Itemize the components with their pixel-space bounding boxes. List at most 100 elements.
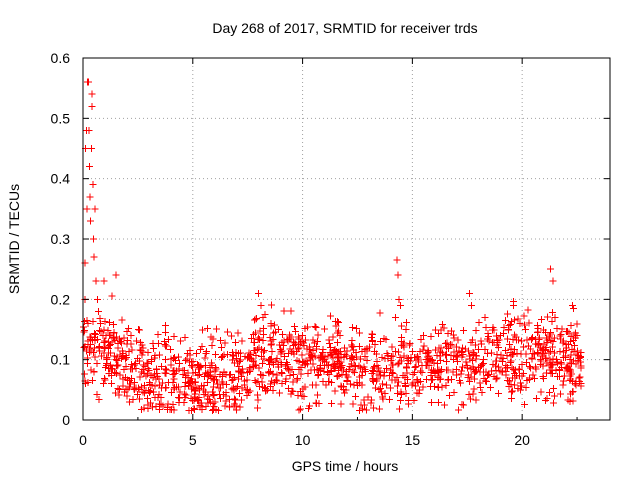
data-point (108, 365, 116, 373)
data-point (412, 363, 420, 371)
data-point (207, 368, 215, 376)
data-point (487, 384, 495, 392)
data-point (470, 349, 478, 357)
data-point (182, 379, 190, 387)
data-point (231, 373, 239, 381)
data-point (549, 277, 557, 285)
data-point (556, 332, 564, 340)
data-point (205, 371, 213, 379)
data-point (255, 383, 263, 391)
data-point (266, 380, 274, 388)
data-point (546, 329, 554, 337)
data-point (298, 392, 306, 400)
data-point (391, 348, 399, 356)
data-point (307, 366, 315, 374)
data-point (318, 348, 326, 356)
data-point (563, 328, 571, 336)
data-point (543, 394, 551, 402)
data-point (306, 354, 314, 362)
data-point (536, 360, 544, 368)
data-point (566, 390, 574, 398)
data-point (472, 327, 480, 335)
data-point (284, 337, 292, 345)
data-point (272, 376, 280, 384)
data-point (394, 271, 402, 279)
data-point (99, 379, 107, 387)
data-point (270, 329, 278, 337)
data-point (507, 388, 515, 396)
data-point (255, 336, 263, 344)
data-point (155, 390, 163, 398)
data-point (119, 347, 127, 355)
data-point (116, 351, 124, 359)
data-point (286, 345, 294, 353)
data-point (369, 376, 377, 384)
data-point (334, 327, 342, 335)
data-point (210, 392, 218, 400)
data-point (570, 348, 578, 356)
data-point (394, 378, 402, 386)
data-point (546, 332, 554, 340)
data-point (474, 346, 482, 354)
data-point (381, 369, 389, 377)
data-point (378, 380, 386, 388)
data-point (478, 388, 486, 396)
data-point (378, 393, 386, 401)
data-point (204, 392, 212, 400)
data-point (434, 384, 442, 392)
data-point (367, 399, 375, 407)
data-point (499, 367, 507, 375)
data-point (388, 361, 396, 369)
data-point (86, 193, 94, 201)
data-point (162, 328, 170, 336)
data-point (534, 349, 542, 357)
data-point (123, 327, 131, 335)
data-point (353, 382, 361, 390)
data-point (488, 367, 496, 375)
data-point (143, 394, 151, 402)
data-point (502, 371, 510, 379)
data-point (299, 332, 307, 340)
data-point (440, 324, 448, 332)
data-point (245, 368, 253, 376)
data-point (386, 396, 394, 404)
x-tick-label: 15 (405, 432, 421, 448)
data-point (469, 390, 477, 398)
data-point (502, 346, 510, 354)
data-point (237, 356, 245, 364)
data-point (164, 404, 172, 412)
data-point (351, 393, 359, 401)
data-point (435, 366, 443, 374)
data-point (372, 350, 380, 358)
data-point (394, 382, 402, 390)
data-point (127, 332, 135, 340)
data-point (383, 350, 391, 358)
data-point (180, 366, 188, 374)
data-point (472, 396, 480, 404)
data-point (556, 390, 564, 398)
data-point (267, 341, 275, 349)
data-point (556, 347, 564, 355)
data-point (218, 343, 226, 351)
data-point (81, 327, 89, 335)
data-point (508, 394, 516, 402)
data-point (571, 380, 579, 388)
data-point (80, 370, 88, 378)
data-point (335, 372, 343, 380)
data-point (387, 353, 395, 361)
data-point (144, 359, 152, 367)
data-point (219, 391, 227, 399)
data-point (187, 395, 195, 403)
data-point (80, 328, 88, 336)
y-tick-label: 0.1 (51, 352, 71, 368)
data-point (254, 396, 262, 404)
data-point (532, 363, 540, 371)
data-point (495, 363, 503, 371)
data-point (531, 335, 539, 343)
data-point (188, 375, 196, 383)
data-point (368, 330, 376, 338)
data-point (428, 398, 436, 406)
data-point (261, 310, 269, 318)
data-point (321, 325, 329, 333)
data-point (371, 384, 379, 392)
